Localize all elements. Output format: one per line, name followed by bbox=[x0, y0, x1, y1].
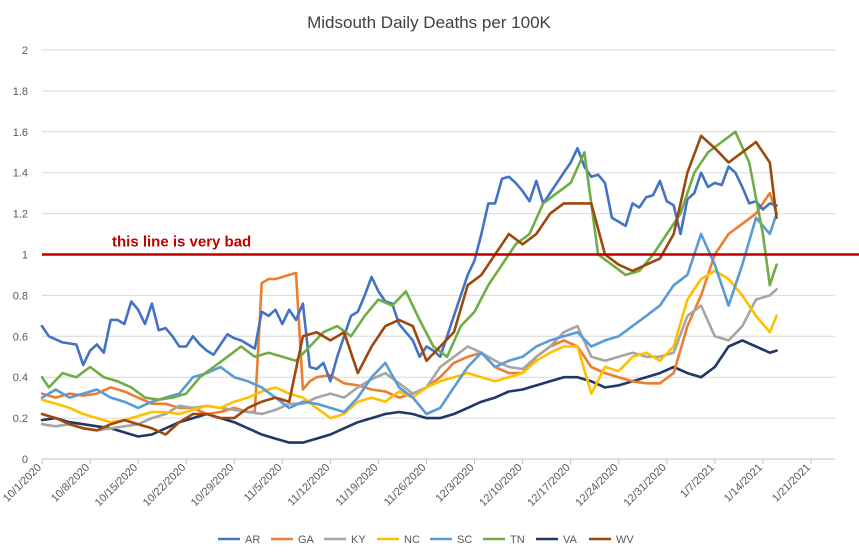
series-lines bbox=[40, 130, 778, 444]
reference-line-group: this line is very bad bbox=[42, 234, 859, 256]
series-line-ky bbox=[40, 288, 778, 432]
x-tick-label: 12/10/2020 bbox=[477, 462, 524, 509]
x-tick-label: 1/7/2021 bbox=[678, 462, 717, 501]
chart-title: Midsouth Daily Deaths per 100K bbox=[307, 13, 551, 32]
y-tick-label: 1.6 bbox=[13, 127, 28, 139]
y-tick-label: 0.6 bbox=[13, 331, 28, 343]
x-tick-label: 10/29/2020 bbox=[189, 462, 236, 509]
x-tick-label: 11/19/2020 bbox=[334, 462, 381, 509]
y-tick-label: 0.2 bbox=[13, 413, 28, 425]
x-axis-ticks: 10/1/2020 10/8/2020 10/15/2020 10/22/2020 10… bbox=[1, 462, 813, 509]
y-tick-label: 0 bbox=[22, 454, 28, 466]
x-tick-label: 12/31/2020 bbox=[621, 462, 668, 509]
y-tick-label: 1.2 bbox=[13, 209, 28, 221]
series-line-va bbox=[40, 339, 778, 444]
grid bbox=[41, 49, 835, 464]
x-tick-label: 10/8/2020 bbox=[49, 462, 92, 505]
y-tick-label: 1 bbox=[22, 250, 28, 262]
legend-label-va: VA bbox=[563, 534, 578, 546]
x-tick-label: 11/12/2020 bbox=[286, 462, 333, 509]
y-tick-label: 1.4 bbox=[13, 168, 28, 180]
y-tick-label: 0.8 bbox=[13, 290, 28, 302]
x-tick-label: 10/1/2020 bbox=[1, 462, 44, 505]
x-tick-label: 10/15/2020 bbox=[93, 462, 140, 509]
legend-label-sc: SC bbox=[457, 534, 472, 546]
y-axis-ticks: 0 0.2 0.4 0.6 0.8 1 1.2 1.4 1.6 1.8 2 bbox=[13, 45, 28, 466]
x-tick-label: 12/3/2020 bbox=[434, 462, 477, 505]
y-tick-label: 0.4 bbox=[13, 372, 28, 384]
legend-label-wv: WV bbox=[616, 534, 634, 546]
y-tick-label: 1.8 bbox=[13, 86, 28, 98]
legend-label-ky: KY bbox=[351, 534, 366, 546]
legend-label-ga: GA bbox=[298, 534, 315, 546]
series-line-tn bbox=[40, 130, 778, 401]
x-tick-label: 10/22/2020 bbox=[141, 462, 188, 509]
legend-label-ar: AR bbox=[245, 534, 260, 546]
x-tick-label: 1/14/2021 bbox=[722, 462, 765, 505]
series-line-ar bbox=[40, 146, 778, 383]
x-tick-label: 12/17/2020 bbox=[525, 462, 572, 509]
x-tick-label: 12/24/2020 bbox=[573, 462, 620, 509]
reference-line-label: this line is very bad bbox=[112, 234, 251, 251]
y-tick-label: 2 bbox=[22, 45, 28, 57]
legend: AR GA KY NC SC TN VA WV bbox=[218, 534, 634, 546]
legend-label-nc: NC bbox=[404, 534, 420, 546]
series-line-wv bbox=[40, 134, 778, 436]
legend-label-tn: TN bbox=[510, 534, 525, 546]
x-tick-label: 1/21/2021 bbox=[770, 462, 813, 505]
x-tick-label: 11/5/2020 bbox=[242, 462, 285, 505]
x-tick-label: 11/26/2020 bbox=[382, 462, 429, 509]
